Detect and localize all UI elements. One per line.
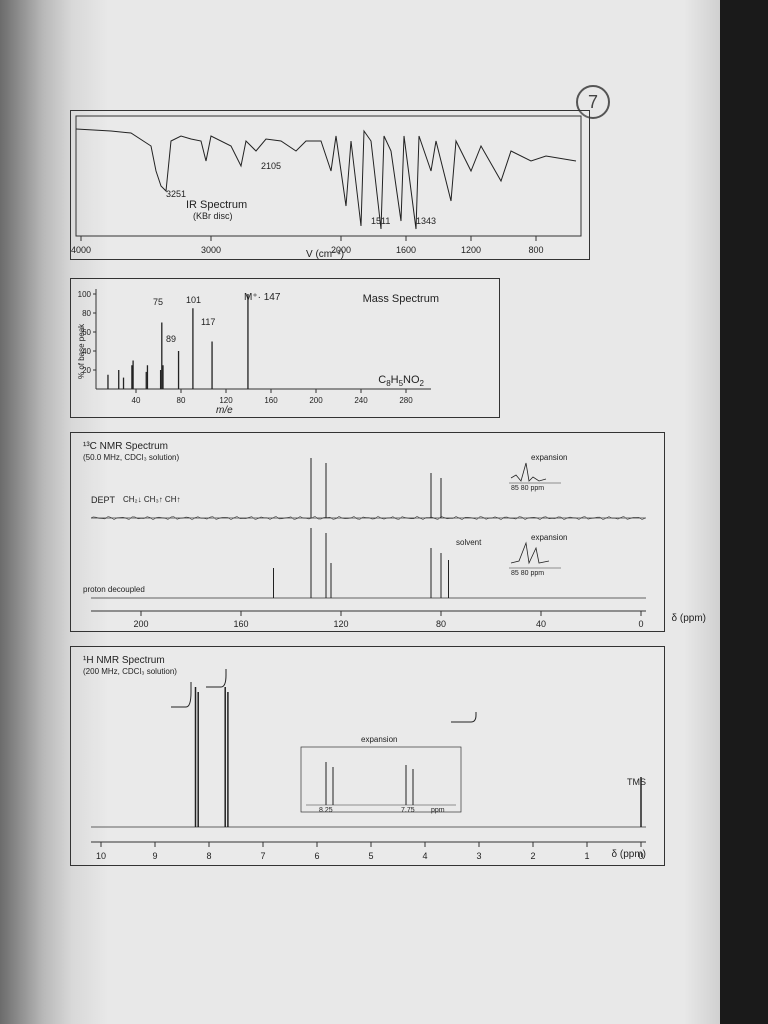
svg-text:2: 2 <box>530 851 535 861</box>
svg-text:1200: 1200 <box>461 245 481 255</box>
ms-peak-89: 89 <box>166 334 176 344</box>
svg-text:100: 100 <box>78 290 92 299</box>
svg-text:120: 120 <box>219 396 233 405</box>
cnmr-pd-label: proton decoupled <box>83 585 145 594</box>
svg-text:5: 5 <box>368 851 373 861</box>
svg-text:9: 9 <box>152 851 157 861</box>
svg-text:8: 8 <box>206 851 211 861</box>
hnmr-tms: TMS <box>627 777 646 787</box>
ms-mplus: M⁺· 147 <box>244 292 280 303</box>
ms-title: Mass Spectrum <box>363 293 439 305</box>
ir-peak-2105: 2105 <box>261 161 281 171</box>
ir-peak-3251: 3251 <box>166 189 186 199</box>
c13-nmr-panel: 200 160 120 80 40 0 ¹³C NMR Spectrum (50.0 MH… <box>70 432 665 632</box>
cnmr-expansion-2: expansion <box>531 533 567 542</box>
h1-nmr-panel: 109876543210 ¹H NMR Spectrum (200 MHz, C… <box>70 646 665 866</box>
svg-text:10: 10 <box>96 851 106 861</box>
cnmr-exp-ticks-2: 85 80 ppm <box>511 570 544 577</box>
ms-formula: C8H5NO2 <box>378 374 424 388</box>
ms-peak-75: 75 <box>153 297 163 307</box>
cnmr-subtitle: (50.0 MHz, CDCl₃ solution) <box>83 453 179 462</box>
svg-text:80: 80 <box>436 619 446 629</box>
hnmr-plot: 109876543210 <box>71 647 666 867</box>
ms-peak-117: 117 <box>201 317 215 327</box>
cnmr-exp-ticks-1: 85 80 ppm <box>511 485 544 492</box>
ms-xlabel: m/e <box>216 405 233 416</box>
svg-text:3000: 3000 <box>201 245 221 255</box>
hnmr-exp-unit: ppm <box>431 807 445 814</box>
mass-spectrum-panel: 20406080100 4080120160200240280 % of bas… <box>70 278 500 418</box>
svg-text:6: 6 <box>314 851 319 861</box>
svg-text:200: 200 <box>309 396 323 405</box>
svg-text:4000: 4000 <box>71 245 91 255</box>
svg-text:3: 3 <box>476 851 481 861</box>
svg-text:80: 80 <box>177 396 186 405</box>
ir-subtitle: (KBr disc) <box>193 211 233 221</box>
svg-text:120: 120 <box>333 619 348 629</box>
ir-title: IR Spectrum <box>186 199 247 211</box>
svg-text:40: 40 <box>536 619 546 629</box>
svg-text:0: 0 <box>638 619 643 629</box>
svg-text:280: 280 <box>399 396 413 405</box>
ms-peak-101: 101 <box>186 295 201 305</box>
ir-peak-1343: 1343 <box>416 216 436 226</box>
hnmr-expansion: expansion <box>361 735 397 744</box>
hnmr-subtitle: (200 MHz, CDCl₃ solution) <box>83 667 177 676</box>
cnmr-dept-label: DEPT <box>91 495 115 505</box>
cnmr-expansion-1: expansion <box>531 453 567 462</box>
svg-text:40: 40 <box>132 396 141 405</box>
svg-text:160: 160 <box>233 619 248 629</box>
svg-text:1600: 1600 <box>396 245 416 255</box>
cnmr-dept-sub: CH₂↓ CH₃↑ CH↑ <box>123 495 180 504</box>
scanned-page: 7 40003000200016001200800 3251 2105 1511… <box>0 0 720 1024</box>
hnmr-title: ¹H NMR Spectrum <box>83 655 165 666</box>
svg-text:4: 4 <box>422 851 427 861</box>
cnmr-xlabel: δ (ppm) <box>672 613 706 624</box>
svg-text:200: 200 <box>133 619 148 629</box>
svg-text:800: 800 <box>528 245 543 255</box>
scan-edge-strip <box>720 0 768 1024</box>
ir-xlabel: V (cm⁻¹) <box>306 249 344 260</box>
svg-text:240: 240 <box>354 396 368 405</box>
svg-text:7: 7 <box>260 851 265 861</box>
cnmr-plot: 200 160 120 80 40 0 <box>71 433 666 633</box>
hnmr-exp-right: 7.75 <box>401 807 415 814</box>
cnmr-solvent-label: solvent <box>456 538 481 547</box>
svg-text:160: 160 <box>264 396 278 405</box>
ms-ylabel: % of base peak <box>77 324 86 379</box>
ir-spectrum-panel: 40003000200016001200800 3251 2105 1511 1… <box>70 110 590 260</box>
hnmr-exp-left: 8.25 <box>319 807 333 814</box>
hnmr-xlabel: δ (ppm) <box>612 849 646 860</box>
svg-text:80: 80 <box>82 309 91 318</box>
cnmr-title: ¹³C NMR Spectrum <box>83 441 168 452</box>
ir-plot: 40003000200016001200800 <box>71 111 591 261</box>
ir-peak-1511: 1511 <box>371 216 390 226</box>
svg-text:1: 1 <box>584 851 589 861</box>
